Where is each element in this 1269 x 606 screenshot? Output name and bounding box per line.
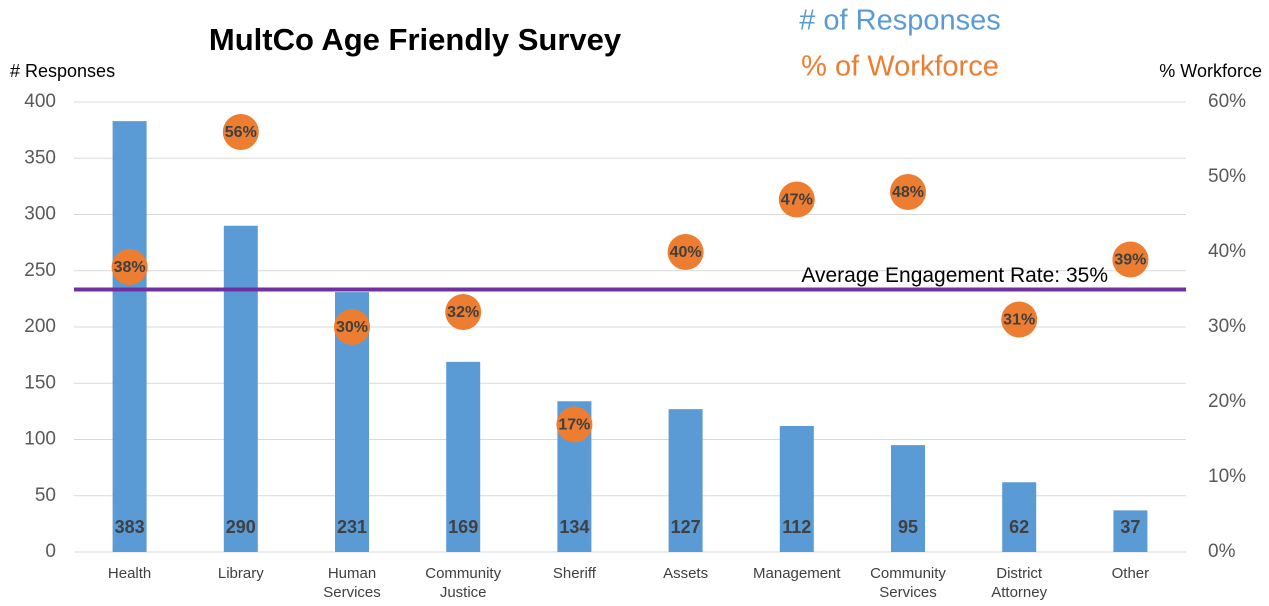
data-label: 30% xyxy=(336,319,368,336)
data-label: 383 xyxy=(115,517,145,537)
bar xyxy=(891,445,925,552)
point xyxy=(1001,301,1038,338)
y-tick-label: 150 xyxy=(24,372,56,393)
y2-tick-label: 30% xyxy=(1208,316,1246,337)
y-tick-label: 250 xyxy=(24,260,56,281)
y2-tick-label: 0% xyxy=(1208,541,1236,562)
y2-axis-label: % Workforce xyxy=(1159,61,1262,81)
point xyxy=(667,234,704,270)
point xyxy=(778,181,815,218)
chart-title: MultCo Age Friendly Survey xyxy=(209,22,622,57)
data-label: 32% xyxy=(447,304,479,321)
legend-entry: % of Workforce xyxy=(801,51,999,83)
x-tick-label: Sheriff xyxy=(552,565,596,582)
bar xyxy=(1002,482,1037,552)
y-axis-label: # Responses xyxy=(10,61,115,81)
data-label: 48% xyxy=(892,184,924,201)
y-tick-label: 400 xyxy=(24,91,56,112)
bar xyxy=(668,409,703,552)
data-label: 37 xyxy=(1120,517,1140,537)
bar xyxy=(779,426,814,552)
x-tick-label: District Attorney xyxy=(991,565,1048,601)
point xyxy=(334,309,370,345)
data-label: 38% xyxy=(114,259,146,276)
bar xyxy=(1113,510,1148,552)
y-tick-label: 300 xyxy=(24,204,56,225)
data-label: 134 xyxy=(559,517,589,537)
bar xyxy=(223,225,258,552)
bar xyxy=(446,361,481,552)
y2-tick-label: 20% xyxy=(1208,391,1246,412)
legend-entry: # of Responses xyxy=(799,5,1001,37)
data-label: 62 xyxy=(1009,517,1029,537)
y-tick-label: 100 xyxy=(24,429,56,450)
x-tick-label: Library xyxy=(217,565,264,582)
y-tick-label: 200 xyxy=(24,316,56,337)
x-tick-label: Management xyxy=(753,565,841,582)
data-label: 31% xyxy=(1003,312,1035,329)
point xyxy=(890,174,926,210)
x-tick-label: Community Justice xyxy=(425,565,502,601)
y2-tick-label: 50% xyxy=(1208,166,1246,187)
data-label: 47% xyxy=(781,192,813,209)
x-tick-label: Human Services xyxy=(323,565,381,601)
point xyxy=(222,114,259,150)
y-tick-label: 350 xyxy=(24,147,56,168)
data-label: 231 xyxy=(337,517,367,537)
y2-tick-label: 10% xyxy=(1208,466,1246,487)
x-tick-label: Community Services xyxy=(870,565,946,601)
y2-tick-label: 40% xyxy=(1208,241,1246,262)
point xyxy=(445,294,482,330)
data-label: 127 xyxy=(671,517,701,537)
bar xyxy=(112,121,147,552)
x-tick-label: Assets xyxy=(663,565,709,582)
data-label: 169 xyxy=(448,517,478,537)
point xyxy=(1112,241,1149,278)
data-label: 112 xyxy=(782,517,811,537)
y-tick-label: 0 xyxy=(45,541,56,562)
average-line-label: Average Engagement Rate: 35% xyxy=(801,264,1108,287)
y-tick-label: 50 xyxy=(35,485,56,506)
data-label: 56% xyxy=(225,124,257,141)
data-label: 40% xyxy=(670,244,702,261)
point xyxy=(111,249,148,285)
y2-tick-label: 60% xyxy=(1208,91,1246,112)
data-label: 290 xyxy=(226,517,256,537)
data-label: 17% xyxy=(558,417,590,434)
data-label: 39% xyxy=(1114,252,1146,269)
x-tick-label: Health xyxy=(107,565,152,582)
data-label: 95 xyxy=(898,517,918,537)
x-tick-label: Other xyxy=(1111,565,1150,582)
point xyxy=(556,406,593,443)
